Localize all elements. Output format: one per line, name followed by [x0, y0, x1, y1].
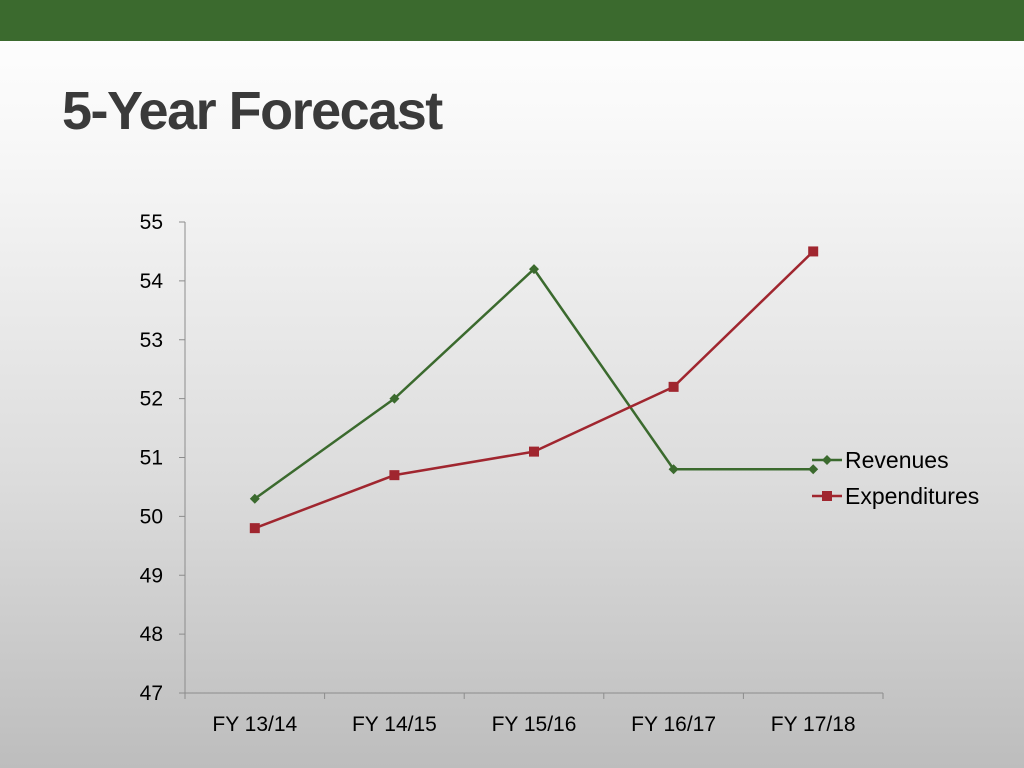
chart-legend: Revenues Expenditures: [812, 447, 979, 509]
series-revenues-point: [389, 393, 400, 404]
series-expenditures-point: [668, 381, 679, 392]
y-tick-label: 55: [140, 211, 163, 234]
y-tick-label: 48: [140, 623, 163, 646]
series-expenditures-line: [254, 250, 815, 530]
series-revenues-line: [254, 267, 814, 500]
series-expenditures-point: [808, 246, 819, 257]
series-expenditures-point: [249, 523, 260, 534]
legend-label: Expenditures: [845, 483, 979, 509]
chart-axes: 47 48 49 50 51 52 53 54 55 FY 13/14 FY 14/15 FY 15/…: [140, 211, 884, 736]
y-tick-label: 53: [140, 329, 163, 352]
x-tick-label: FY 13/14: [212, 713, 297, 736]
series-expenditures-point: [529, 446, 539, 457]
legend-swatch-marker: [822, 455, 832, 465]
y-tick-label: 52: [140, 388, 163, 411]
legend-swatch-marker: [822, 491, 832, 501]
series-revenues-point: [529, 264, 539, 275]
series-revenues-point: [808, 464, 819, 475]
y-tick-label: 47: [140, 682, 163, 705]
x-tick-label: FY 14/15: [352, 713, 437, 736]
slide-title: 5-Year Forecast: [62, 81, 443, 141]
chart-series: [249, 246, 819, 534]
series-revenues-point: [668, 464, 679, 475]
series-expenditures-point: [389, 470, 400, 481]
x-tick-label: FY 17/18: [771, 713, 856, 736]
y-tick-label: 54: [140, 270, 164, 293]
y-tick-label: 50: [140, 505, 163, 528]
legend-label: Revenues: [845, 447, 949, 473]
x-tick-label: FY 15/16: [492, 713, 577, 736]
series-revenues-point: [249, 493, 260, 504]
top-banner: [0, 0, 1024, 41]
x-tick-label: FY 16/17: [631, 713, 716, 736]
legend-item-expenditures: Expenditures: [812, 483, 979, 509]
series-revenues: [249, 264, 819, 504]
legend-item-revenues: Revenues: [812, 447, 949, 473]
series-expenditures: [249, 246, 819, 534]
y-tick-label: 51: [140, 447, 163, 470]
y-tick-label: 49: [140, 564, 163, 587]
